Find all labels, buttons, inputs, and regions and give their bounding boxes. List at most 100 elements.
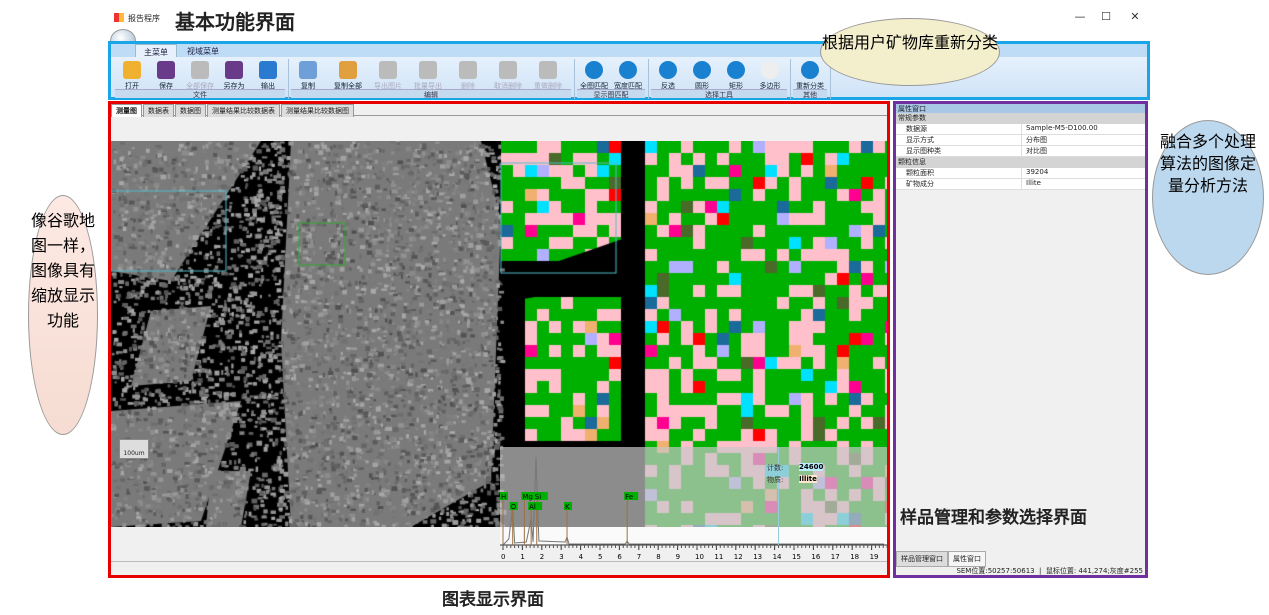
property-row[interactable]: 显示方式 分布图 bbox=[896, 135, 1145, 146]
property-value[interactable]: 分布图 bbox=[1026, 136, 1047, 144]
doc-tab[interactable]: 测量图 bbox=[111, 104, 142, 117]
tab-view-menu[interactable]: 视域菜单 bbox=[187, 47, 219, 56]
save-icon bbox=[157, 61, 175, 79]
panel-tabs: 样品管理窗口 属性窗口 bbox=[896, 551, 1145, 567]
invert-selection-button[interactable]: 反选 bbox=[651, 61, 685, 91]
save-all-button[interactable]: 全部保存 bbox=[183, 61, 217, 91]
element-label: K bbox=[565, 503, 570, 511]
property-row[interactable]: 显示图种类 对比图 bbox=[896, 146, 1145, 157]
doc-tab[interactable]: 数据表 bbox=[143, 104, 174, 117]
axis-tick-label: 1 bbox=[520, 553, 524, 561]
export-image-button[interactable]: 导出图片 bbox=[371, 61, 405, 91]
fit-all-button[interactable]: 全图匹配 bbox=[577, 61, 611, 91]
globe-button[interactable]: 输出 bbox=[251, 61, 285, 91]
group-separator bbox=[574, 59, 575, 99]
group-separator bbox=[648, 59, 649, 99]
tab-main-menu[interactable]: 主菜单 bbox=[135, 44, 177, 57]
property-key: 显示图种类 bbox=[896, 146, 1022, 156]
axis-tick-label: 18 bbox=[850, 553, 859, 561]
axis-tick-label: 2 bbox=[540, 553, 544, 561]
property-value[interactable]: 39204 bbox=[1026, 168, 1049, 176]
axis-tick-label: 17 bbox=[831, 553, 840, 561]
close-button[interactable]: ✕ bbox=[1130, 10, 1140, 23]
count-label: 计数: bbox=[767, 464, 784, 472]
fit-all-icon bbox=[585, 61, 603, 79]
button-label: 重新分类 bbox=[796, 82, 824, 90]
circle-button[interactable]: 圆形 bbox=[685, 61, 719, 91]
tab-properties[interactable]: 属性窗口 bbox=[948, 551, 986, 567]
property-value[interactable]: 对比图 bbox=[1026, 147, 1047, 155]
button-label: 圆形 bbox=[695, 82, 709, 90]
callout-algorithms: 融合多个处理算法的图像定量分析方法 bbox=[1152, 120, 1264, 275]
sem-position: SEM位置:50257:50613 bbox=[956, 567, 1035, 575]
save-button[interactable]: 保存 bbox=[149, 61, 183, 91]
axis-tick-label: 5 bbox=[598, 553, 602, 561]
button-label: 复制全部 bbox=[334, 82, 362, 90]
axis-tick-label: 12 bbox=[734, 553, 743, 561]
property-key: 矿物成分 bbox=[896, 179, 1022, 189]
delete-button[interactable]: 删除 bbox=[451, 61, 485, 91]
element-tag bbox=[624, 492, 639, 500]
axis-tick-label: 16 bbox=[811, 553, 820, 561]
element-tag bbox=[509, 502, 518, 510]
save-as-button[interactable]: 另存为 bbox=[217, 61, 251, 91]
ribbon-body: 打开 保存 全部保存 另存为 输出 文件 复制 复制全部 导出图片 批量导出 删除 取消删除 重做删除编… bbox=[111, 57, 1147, 99]
rectangle-button[interactable]: 矩形 bbox=[719, 61, 753, 91]
redo-delete-button[interactable]: 重做删除 bbox=[531, 61, 565, 91]
doc-tab[interactable]: 测量结果比较数据表 bbox=[207, 104, 280, 117]
button-label: 矩形 bbox=[729, 82, 743, 90]
button-label: 取消删除 bbox=[494, 82, 522, 90]
property-category[interactable]: 常规参数 bbox=[896, 113, 1145, 124]
element-tag bbox=[521, 492, 536, 500]
minimize-button[interactable]: — bbox=[1074, 10, 1086, 23]
image-viewer[interactable]: 100um bbox=[111, 141, 887, 527]
spectrum-baseline-area bbox=[500, 527, 887, 545]
redo-delete-icon bbox=[539, 61, 557, 79]
doc-tab[interactable]: 数据图 bbox=[175, 104, 206, 117]
fit-width-icon bbox=[619, 61, 637, 79]
element-tag bbox=[500, 492, 508, 500]
axis-tick-label: 8 bbox=[656, 553, 660, 561]
copy-button[interactable]: 复制 bbox=[291, 61, 325, 91]
element-tag bbox=[564, 502, 573, 510]
save-as-icon bbox=[225, 61, 243, 79]
axis-tick-label: 3 bbox=[559, 553, 563, 561]
fit-width-button[interactable]: 宽度匹配 bbox=[611, 61, 645, 91]
button-label: 反选 bbox=[661, 82, 675, 90]
undo-delete-button[interactable]: 取消删除 bbox=[491, 61, 525, 91]
save-all-icon bbox=[191, 61, 209, 79]
doc-tab[interactable]: 测量结果比较数据图 bbox=[281, 104, 354, 117]
folder-open-button[interactable]: 打开 bbox=[115, 61, 149, 91]
reclassify-icon bbox=[801, 61, 819, 79]
viewer-status bbox=[111, 561, 887, 575]
element-label: Al bbox=[529, 503, 536, 511]
reclassify-button[interactable]: 重新分类 bbox=[793, 61, 827, 91]
group-label: 文件 bbox=[115, 89, 285, 99]
axis-tick-label: 19 bbox=[870, 553, 879, 561]
polygon-button[interactable]: 多边形 bbox=[753, 61, 787, 91]
property-row[interactable]: 数据源 Sample-M5-D100.00 bbox=[896, 124, 1145, 135]
button-label: 打开 bbox=[125, 82, 139, 90]
property-key: 数据源 bbox=[896, 124, 1022, 134]
button-label: 导出图片 bbox=[374, 82, 402, 90]
circle-icon bbox=[693, 61, 711, 79]
chart-display-panel: 测量图 数据表 数据图 测量结果比较数据表 测量结果比较数据图 100um H O Mg Si… bbox=[108, 101, 890, 578]
property-row[interactable]: 颗粒面积 39204 bbox=[896, 168, 1145, 179]
element-label: H bbox=[501, 493, 506, 501]
button-label: 保存 bbox=[159, 82, 173, 90]
tab-sample-management[interactable]: 样品管理窗口 bbox=[896, 551, 948, 567]
batch-export-button[interactable]: 批量导出 bbox=[411, 61, 445, 91]
export-image-icon bbox=[379, 61, 397, 79]
axis-tick-label: 15 bbox=[792, 553, 801, 561]
copy-all-button[interactable]: 复制全部 bbox=[331, 61, 365, 91]
property-grid[interactable]: 常规参数 数据源 Sample-M5-D100.00 显示方式 分布图 显示图种类 对比图颗… bbox=[896, 113, 1145, 190]
property-value[interactable]: Sample-M5-D100.00 bbox=[1026, 124, 1098, 132]
delete-icon bbox=[459, 61, 477, 79]
property-value[interactable]: Illite bbox=[1026, 179, 1041, 187]
maximize-button[interactable]: ☐ bbox=[1101, 10, 1111, 23]
button-label: 多边形 bbox=[759, 82, 781, 90]
property-row[interactable]: 矿物成分 Illite bbox=[896, 179, 1145, 190]
property-category[interactable]: 颗粒信息 bbox=[896, 157, 1145, 168]
button-label: 复制 bbox=[301, 82, 315, 90]
